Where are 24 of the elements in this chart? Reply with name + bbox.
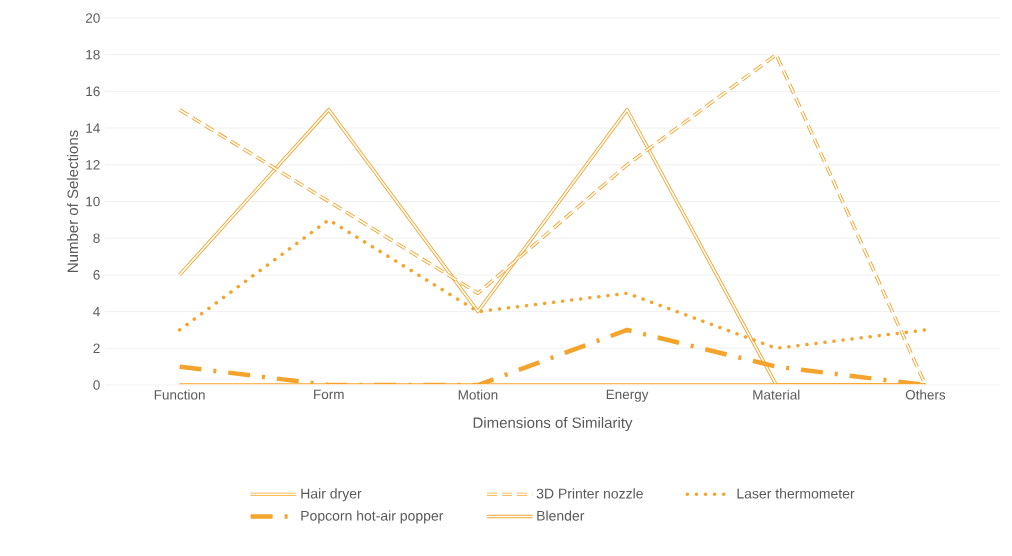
x-tick-label: Others (905, 389, 946, 400)
legend-label: Popcorn hot-air popper (301, 510, 444, 524)
y-tick-label: 18 (86, 49, 100, 60)
x-tick-label: Energy (606, 389, 649, 402)
y-tick-label: 4 (93, 306, 100, 317)
x-tick-label: Function (154, 389, 205, 400)
x-tick-label: Material (753, 389, 800, 400)
legend-label: Laser thermometer (737, 488, 855, 499)
y-tick-label: 8 (93, 233, 100, 243)
y-tick-label: 16 (86, 86, 100, 97)
y-tick-label: 14 (86, 123, 100, 133)
x-axis-title: Dimensions of Similarity (473, 416, 633, 431)
y-tick-label: 20 (85, 13, 100, 23)
legend-label: Blender (537, 510, 585, 521)
y-tick-label: 2 (93, 343, 100, 354)
x-tick-label: Form (314, 389, 344, 400)
y-tick-label: 12 (86, 160, 100, 170)
legend-label: 3D Printer nozzle (536, 488, 643, 499)
x-tick-label: Motion (458, 389, 498, 400)
legend-label: Hair dryer (301, 488, 362, 502)
y-axis-title: Number of Selections (67, 130, 79, 272)
y-tick-label: 0 (93, 380, 100, 390)
y-tick-label: 10 (86, 196, 100, 207)
y-tick-label: 6 (93, 270, 100, 280)
